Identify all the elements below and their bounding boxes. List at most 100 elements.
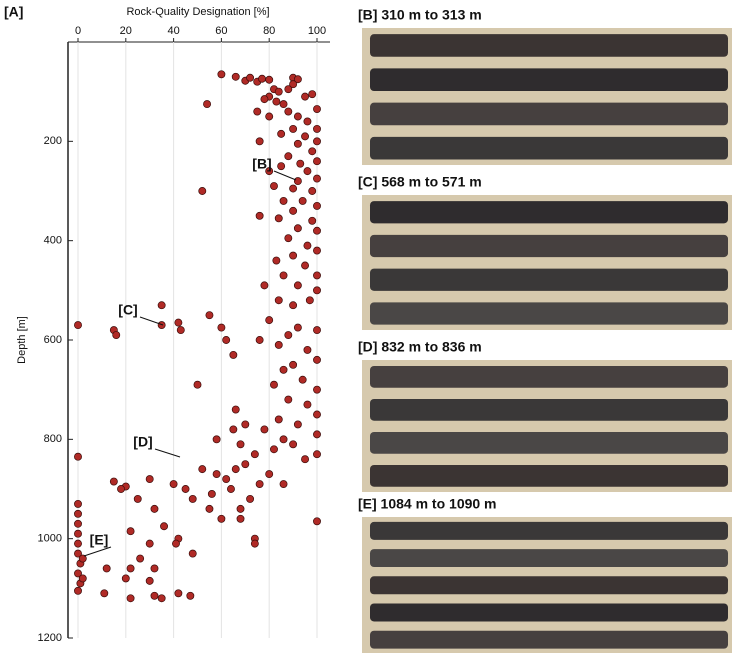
core-row	[370, 137, 728, 160]
point	[230, 351, 237, 358]
point	[74, 322, 81, 329]
point	[227, 485, 234, 492]
point	[285, 86, 292, 93]
point	[275, 88, 282, 95]
point	[74, 530, 81, 537]
figure: [A] Rock-Quality Designation [%] Depth […	[0, 0, 732, 653]
point	[213, 436, 220, 443]
point	[206, 312, 213, 319]
point	[313, 518, 320, 525]
point	[266, 76, 273, 83]
point	[218, 324, 225, 331]
point	[122, 575, 129, 582]
annotation: [D]	[133, 434, 152, 450]
point	[275, 297, 282, 304]
point	[309, 187, 316, 194]
core-row	[370, 34, 728, 57]
point	[79, 575, 86, 582]
point	[278, 163, 285, 170]
point	[261, 426, 268, 433]
annotation: [E]	[90, 532, 109, 548]
core-row	[370, 103, 728, 126]
point	[313, 431, 320, 438]
leader-line	[155, 449, 180, 457]
point	[280, 366, 287, 373]
core-row	[370, 549, 728, 567]
point	[285, 396, 292, 403]
annotation: [B]	[252, 156, 271, 172]
point	[280, 436, 287, 443]
core-row	[370, 631, 728, 649]
y-axis-label: Depth [m]	[16, 316, 28, 364]
point	[285, 108, 292, 115]
point	[103, 565, 110, 572]
point	[160, 523, 167, 530]
point	[301, 262, 308, 269]
core-row	[370, 465, 728, 487]
point	[232, 73, 239, 80]
point	[266, 317, 273, 324]
point	[270, 446, 277, 453]
point	[223, 475, 230, 482]
point	[270, 182, 277, 189]
point	[266, 113, 273, 120]
point	[280, 272, 287, 279]
point	[294, 225, 301, 232]
point	[232, 406, 239, 413]
core-row	[370, 269, 728, 291]
x-tick-label: 40	[167, 25, 179, 37]
point	[256, 336, 263, 343]
core-row	[370, 522, 728, 540]
point	[158, 595, 165, 602]
point	[306, 297, 313, 304]
core-row	[370, 235, 728, 257]
y-tick-label: 1000	[38, 533, 62, 545]
point	[290, 302, 297, 309]
photo-title: [E] 1084 m to 1090 m	[358, 496, 497, 512]
point	[117, 485, 124, 492]
point	[256, 212, 263, 219]
photo-title: [B] 310 m to 313 m	[358, 7, 482, 23]
point	[313, 386, 320, 393]
x-tick-label: 20	[120, 25, 132, 37]
y-tick-label: 600	[44, 334, 62, 346]
point	[199, 466, 206, 473]
point	[270, 381, 277, 388]
point	[175, 590, 182, 597]
point	[101, 590, 108, 597]
point	[294, 113, 301, 120]
point	[251, 540, 258, 547]
point	[313, 202, 320, 209]
point	[313, 158, 320, 165]
point	[232, 466, 239, 473]
point	[313, 287, 320, 294]
point	[218, 515, 225, 522]
point	[304, 401, 311, 408]
point	[280, 100, 287, 107]
point	[313, 175, 320, 182]
point	[285, 153, 292, 160]
point	[261, 282, 268, 289]
point	[309, 148, 316, 155]
point	[290, 125, 297, 132]
point	[304, 346, 311, 353]
core-row	[370, 68, 728, 91]
point	[278, 130, 285, 137]
core-row	[370, 576, 728, 594]
point	[151, 505, 158, 512]
point	[304, 168, 311, 175]
point	[254, 108, 261, 115]
panel-label: [A]	[4, 4, 23, 20]
point	[113, 331, 120, 338]
point	[290, 185, 297, 192]
point	[146, 577, 153, 584]
point	[309, 91, 316, 98]
point	[206, 505, 213, 512]
point	[74, 540, 81, 547]
point	[146, 540, 153, 547]
point	[301, 133, 308, 140]
point	[299, 376, 306, 383]
point	[290, 361, 297, 368]
point	[294, 324, 301, 331]
point	[158, 302, 165, 309]
